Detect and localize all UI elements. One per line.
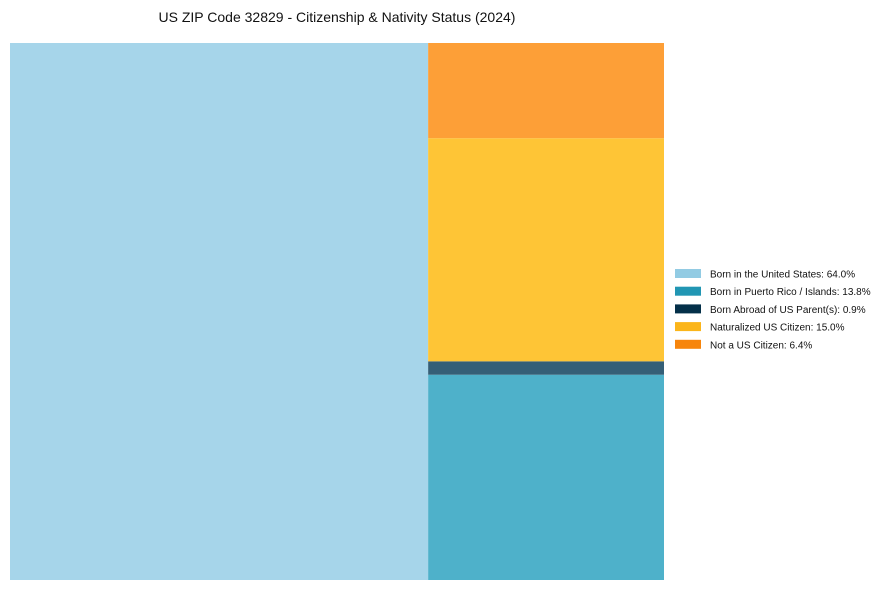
legend-swatch-naturalized-us-citizen [675,322,701,332]
tile-not-a-us-citizen [428,43,664,139]
tile-born-in-the-united-states [10,43,429,580]
legend-label-not-a-us-citizen: Not a US Citizen: 6.4% [710,340,812,351]
legend-swatch-born-in-puerto-rico-islands [675,286,701,296]
legend-swatch-born-abroad-of-us-parent-s [675,304,701,314]
tile-born-in-puerto-rico-islands [428,374,664,580]
tile-naturalized-us-citizen [428,138,664,362]
legend: Born in the United States: 64.0% Born in … [675,269,871,351]
treemap-tiles [10,43,664,580]
legend-label-naturalized-us-citizen: Naturalized US Citizen: 15.0% [710,323,845,334]
legend-label-born-in-puerto-rico-islands: Born in Puerto Rico / Islands: 13.8% [710,287,871,298]
chart-title: US ZIP Code 32829 - Citizenship & Nativi… [159,9,516,25]
tile-born-abroad-of-us-parent-s [428,361,664,375]
legend-swatch-not-a-us-citizen [675,339,701,349]
legend-label-born-abroad-of-us-parent-s: Born Abroad of US Parent(s): 0.9% [710,305,866,316]
legend-swatch-born-in-the-united-states [675,269,701,278]
legend-label-born-in-the-united-states: Born in the United States: 64.0% [710,270,855,281]
